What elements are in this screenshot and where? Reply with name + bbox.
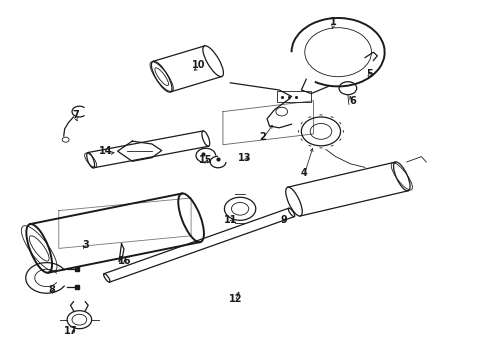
Text: 8: 8 [48,285,55,295]
Text: 2: 2 [259,132,266,142]
Text: 12: 12 [228,294,242,304]
Text: 10: 10 [192,60,205,70]
Text: 9: 9 [281,215,288,225]
Text: 15: 15 [199,155,213,165]
Text: 17: 17 [64,326,78,336]
Text: 16: 16 [118,256,132,266]
Text: 14: 14 [98,146,112,156]
Text: 6: 6 [349,96,356,106]
Text: 11: 11 [223,215,237,225]
Text: 13: 13 [238,153,252,163]
Text: 4: 4 [300,168,307,178]
Text: 1: 1 [330,17,337,27]
Text: 5: 5 [367,69,373,79]
Text: 3: 3 [82,240,89,250]
Text: 7: 7 [73,110,79,120]
